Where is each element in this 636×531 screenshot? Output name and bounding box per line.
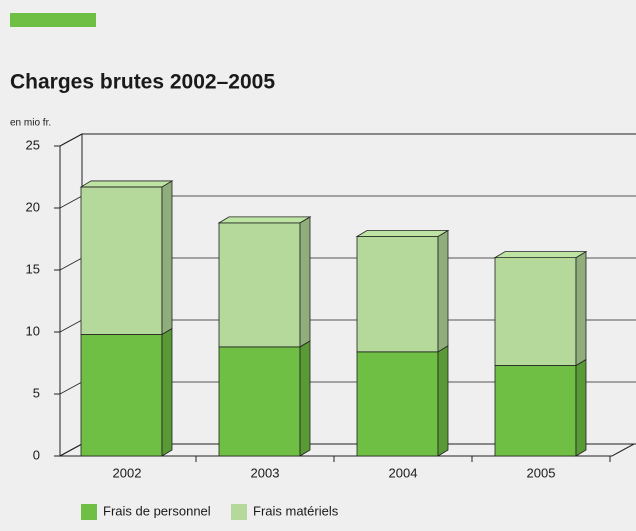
legend-swatch xyxy=(231,504,247,520)
bar-side xyxy=(299,340,311,457)
bar-side xyxy=(299,216,311,348)
accent-bar xyxy=(10,13,96,27)
y-tick-label: 0 xyxy=(33,447,40,462)
bar-side xyxy=(161,180,173,336)
bar-top xyxy=(79,180,174,188)
grid-line-side xyxy=(59,133,83,147)
legend-swatch xyxy=(81,504,97,520)
bar-side xyxy=(575,250,587,367)
side-wall xyxy=(59,133,83,457)
bar-segment xyxy=(80,334,163,457)
bar-segment xyxy=(80,186,163,335)
bar-segment xyxy=(218,346,301,457)
y-tick-label: 10 xyxy=(26,323,40,338)
bar-segment xyxy=(218,222,301,348)
bar-side xyxy=(575,358,587,457)
bar-segment xyxy=(494,365,577,457)
bar-segment xyxy=(494,257,577,366)
y-tick-label: 25 xyxy=(26,137,40,152)
bar-side xyxy=(437,229,449,353)
y-tick-label: 20 xyxy=(26,199,40,214)
bar-side xyxy=(437,345,449,457)
y-tick-label: 5 xyxy=(33,385,40,400)
grid-line-side xyxy=(59,257,83,271)
grid-line-side xyxy=(59,443,83,457)
chart-title: Charges brutes 2002–2005 xyxy=(10,71,275,94)
bar-segment xyxy=(356,236,439,353)
legend-label: Frais matériels xyxy=(253,503,339,518)
grid-line-side xyxy=(59,381,83,395)
y-tick-label: 15 xyxy=(26,261,40,276)
bar-segment xyxy=(356,351,439,457)
x-tick-label: 2004 xyxy=(389,465,418,480)
y-axis-label: en mio fr. xyxy=(10,118,51,129)
x-tick-label: 2005 xyxy=(527,465,556,480)
legend-label: Frais de personnel xyxy=(103,503,211,518)
x-tick-label: 2003 xyxy=(251,465,280,480)
grid-line-side xyxy=(59,195,83,209)
bar-top xyxy=(355,230,450,237)
bar-top xyxy=(217,216,312,224)
grid-line-side xyxy=(59,319,83,333)
x-tick-label: 2002 xyxy=(113,465,142,480)
bar-top xyxy=(493,251,588,259)
bar-side xyxy=(161,327,173,457)
